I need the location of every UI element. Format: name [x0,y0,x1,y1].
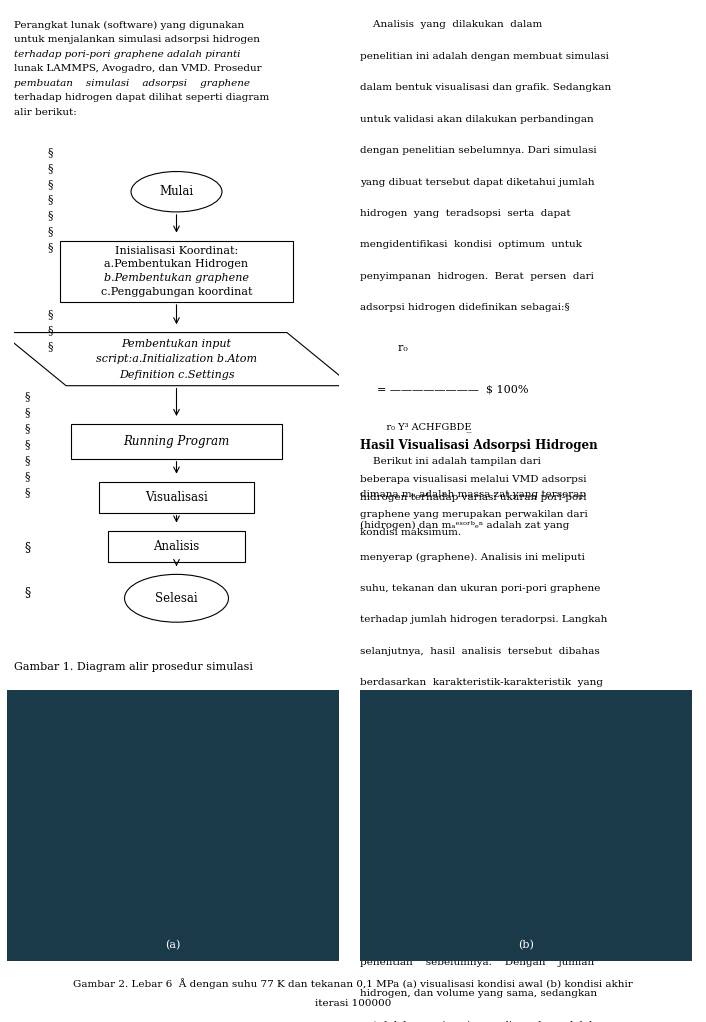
Text: = ————————  $ 100%: = ———————— $ 100% [377,385,528,394]
Text: Analisis  yang  dilakukan  dalam: Analisis yang dilakukan dalam [360,20,542,30]
Text: hidrogen  yang  teradsopsi  serta  dapat: hidrogen yang teradsopsi serta dapat [360,210,570,218]
Text: penelitian    sebelumnya.    Dengan    jumlah: penelitian sebelumnya. Dengan jumlah [360,958,594,967]
Text: Pembentukan input: Pembentukan input [121,338,232,349]
Text: iterasi 100000: iterasi 100000 [315,1000,391,1008]
Text: Running Program: Running Program [124,435,229,448]
Text: penelitian ini adalah dengan membuat simulasi: penelitian ini adalah dengan membuat sim… [360,52,609,61]
Text: §: § [47,325,52,335]
Text: §: § [25,408,30,417]
Text: §: § [47,309,52,319]
Text: mengidentifikasi  kondisi  optimum  untuk: mengidentifikasi kondisi optimum untuk [360,240,582,249]
Text: §: § [47,147,52,156]
Text: §: § [25,471,30,481]
Text: Pada bab ini ditampilkan hasil dan: Pada bab ini ditampilkan hasil dan [360,801,554,809]
Text: script:a.Initialization b.Atom: script:a.Initialization b.Atom [96,355,257,364]
Text: Pemilihan iterasi tersebut didasarkan pada hasil: Pemilihan iterasi tersebut didasarkan pa… [360,927,615,935]
Text: pembuatan    simulasi    adsorpsi    graphene: pembuatan simulasi adsorpsi graphene [14,79,250,88]
Text: menyerap (graphene). Analisis ini meliputi: menyerap (graphene). Analisis ini melipu… [360,553,585,562]
Text: terhadap pori-pori graphene dengan dua iterasi: terhadap pori-pori graphene dengan dua i… [360,864,612,873]
Text: §: § [25,439,30,449]
Text: §: § [24,542,30,554]
Text: c.Penggabungan koordinat: c.Penggabungan koordinat [101,287,252,297]
Text: Visualisasi: Visualisasi [145,491,208,504]
Text: Hasil Visualisasi Adsorpsi Hidrogen: Hasil Visualisasi Adsorpsi Hidrogen [360,439,598,453]
Text: hidrogen terhadap variasi ukuran pori-pori: hidrogen terhadap variasi ukuran pori-po… [360,493,587,502]
Text: (b): (b) [518,939,534,949]
Text: §: § [47,242,52,252]
Text: terhadap jumlah hidrogen teradorpsi. Langkah: terhadap jumlah hidrogen teradorpsi. Lan… [360,615,607,624]
Text: 4.HASIL DAN ANALISIS: 4.HASIL DAN ANALISIS [360,766,518,780]
Text: r₀: r₀ [377,343,407,353]
Text: Analisis: Analisis [153,540,200,553]
Text: kondisi maksimum.: kondisi maksimum. [360,528,461,537]
Text: terhadap pori-pori graphene adalah piranti: terhadap pori-pori graphene adalah piran… [14,50,241,58]
Text: untuk menjalankan simulasi adsorpsi hidrogen: untuk menjalankan simulasi adsorpsi hidr… [14,35,260,44]
Text: r₀ Y³ ACHFGBDE̲: r₀ Y³ ACHFGBDE̲ [377,423,471,432]
Text: untuk lebar pori-pori yang digunakan adalah: untuk lebar pori-pori yang digunakan ada… [360,1021,596,1022]
Text: hidrogen, dan volume yang sama, sedangkan: hidrogen, dan volume yang sama, sedangka… [360,989,597,998]
Text: alir berikut:: alir berikut: [14,108,77,118]
Text: berdasarkan  karakteristik-karakteristik  yang: berdasarkan karakteristik-karakteristik … [360,679,603,688]
Text: adsorpsi hidrogen didefinikan sebagai:§: adsorpsi hidrogen didefinikan sebagai:§ [360,304,570,313]
Text: §: § [24,587,30,600]
Text: yang berbeda yakni 100000, dan 150000.: yang berbeda yakni 100000, dan 150000. [360,895,579,904]
Text: terhadap hidrogen dapat dilihat seperti diagram: terhadap hidrogen dapat dilihat seperti … [14,93,270,102]
Text: §: § [47,227,52,236]
Text: §: § [25,423,30,433]
Text: Berikut ini adalah tampilan dari: Berikut ini adalah tampilan dari [360,457,541,466]
Text: §: § [47,341,52,351]
Text: selanjutnya,  hasil  analisis  tersebut  dibahas: selanjutnya, hasil analisis tersebut dib… [360,647,600,656]
Text: §: § [25,391,30,402]
Text: beberapa visualisasi melalui VMD adsorpsi: beberapa visualisasi melalui VMD adsorps… [360,475,587,483]
Text: §: § [47,179,52,189]
Text: graphene yang merupakan perwakilan dari: graphene yang merupakan perwakilan dari [360,510,588,519]
Text: a.Pembentukan Hidrogen: a.Pembentukan Hidrogen [104,260,249,270]
Text: §: § [47,195,52,204]
Text: dengan penelitian sebelumnya. Dari simulasi: dengan penelitian sebelumnya. Dari simul… [360,146,597,155]
Text: §: § [47,162,52,173]
Text: yang dibuat tersebut dapat diketahui jumlah: yang dibuat tersebut dapat diketahui jum… [360,178,594,187]
Text: (a): (a) [165,939,181,949]
Text: Definition c.Settings: Definition c.Settings [119,370,234,380]
Text: Inisialisasi Koordinat:: Inisialisasi Koordinat: [115,245,238,256]
Text: §: § [25,487,30,497]
Text: lunak LAMMPS, Avogadro, dan VMD. Prosedur: lunak LAMMPS, Avogadro, dan VMD. Prosedu… [14,64,262,74]
Text: penyimpanan  hidrogen.  Berat  persen  dari: penyimpanan hidrogen. Berat persen dari [360,272,594,281]
Text: Gambar 1. Diagram alir prosedur simulasi: Gambar 1. Diagram alir prosedur simulasi [14,662,253,671]
Text: dalam bentuk visualisasi dan grafik. Sedangkan: dalam bentuk visualisasi dan grafik. Sed… [360,83,611,92]
Text: analisa dari simulasi adsorpsi hidrogen: analisa dari simulasi adsorpsi hidrogen [360,832,566,841]
Text: untuk validasi akan dilakukan perbandingan: untuk validasi akan dilakukan perbanding… [360,114,594,124]
Text: Gambar 2. Lebar 6  Å dengan suhu 77 K dan tekanan 0,1 MPa (a) visualisasi kondis: Gambar 2. Lebar 6 Å dengan suhu 77 K dan… [73,978,633,988]
Text: §: § [47,211,52,221]
Text: (hidrogen) dan mₐᵉˢᵒʳᵇₑⁿ adalah zat yang: (hidrogen) dan mₐᵉˢᵒʳᵇₑⁿ adalah zat yang [360,521,570,530]
Text: ada untuk kemudian ditarik suatu kesimpulan.: ada untuk kemudian ditarik suatu kesimpu… [360,709,604,718]
Text: b.Pembentukan graphene: b.Pembentukan graphene [104,274,249,283]
Text: Perangkat lunak (software) yang digunakan: Perangkat lunak (software) yang digunaka… [14,20,244,30]
Text: suhu, tekanan dan ukuran pori-pori graphene: suhu, tekanan dan ukuran pori-pori graph… [360,584,600,593]
Text: Selesai: Selesai [155,592,198,605]
Text: §: § [25,455,30,465]
Text: Mulai: Mulai [160,185,193,198]
Text: dimana mₕ adalah massa zat yang terserap: dimana mₕ adalah massa zat yang terserap [360,490,586,499]
